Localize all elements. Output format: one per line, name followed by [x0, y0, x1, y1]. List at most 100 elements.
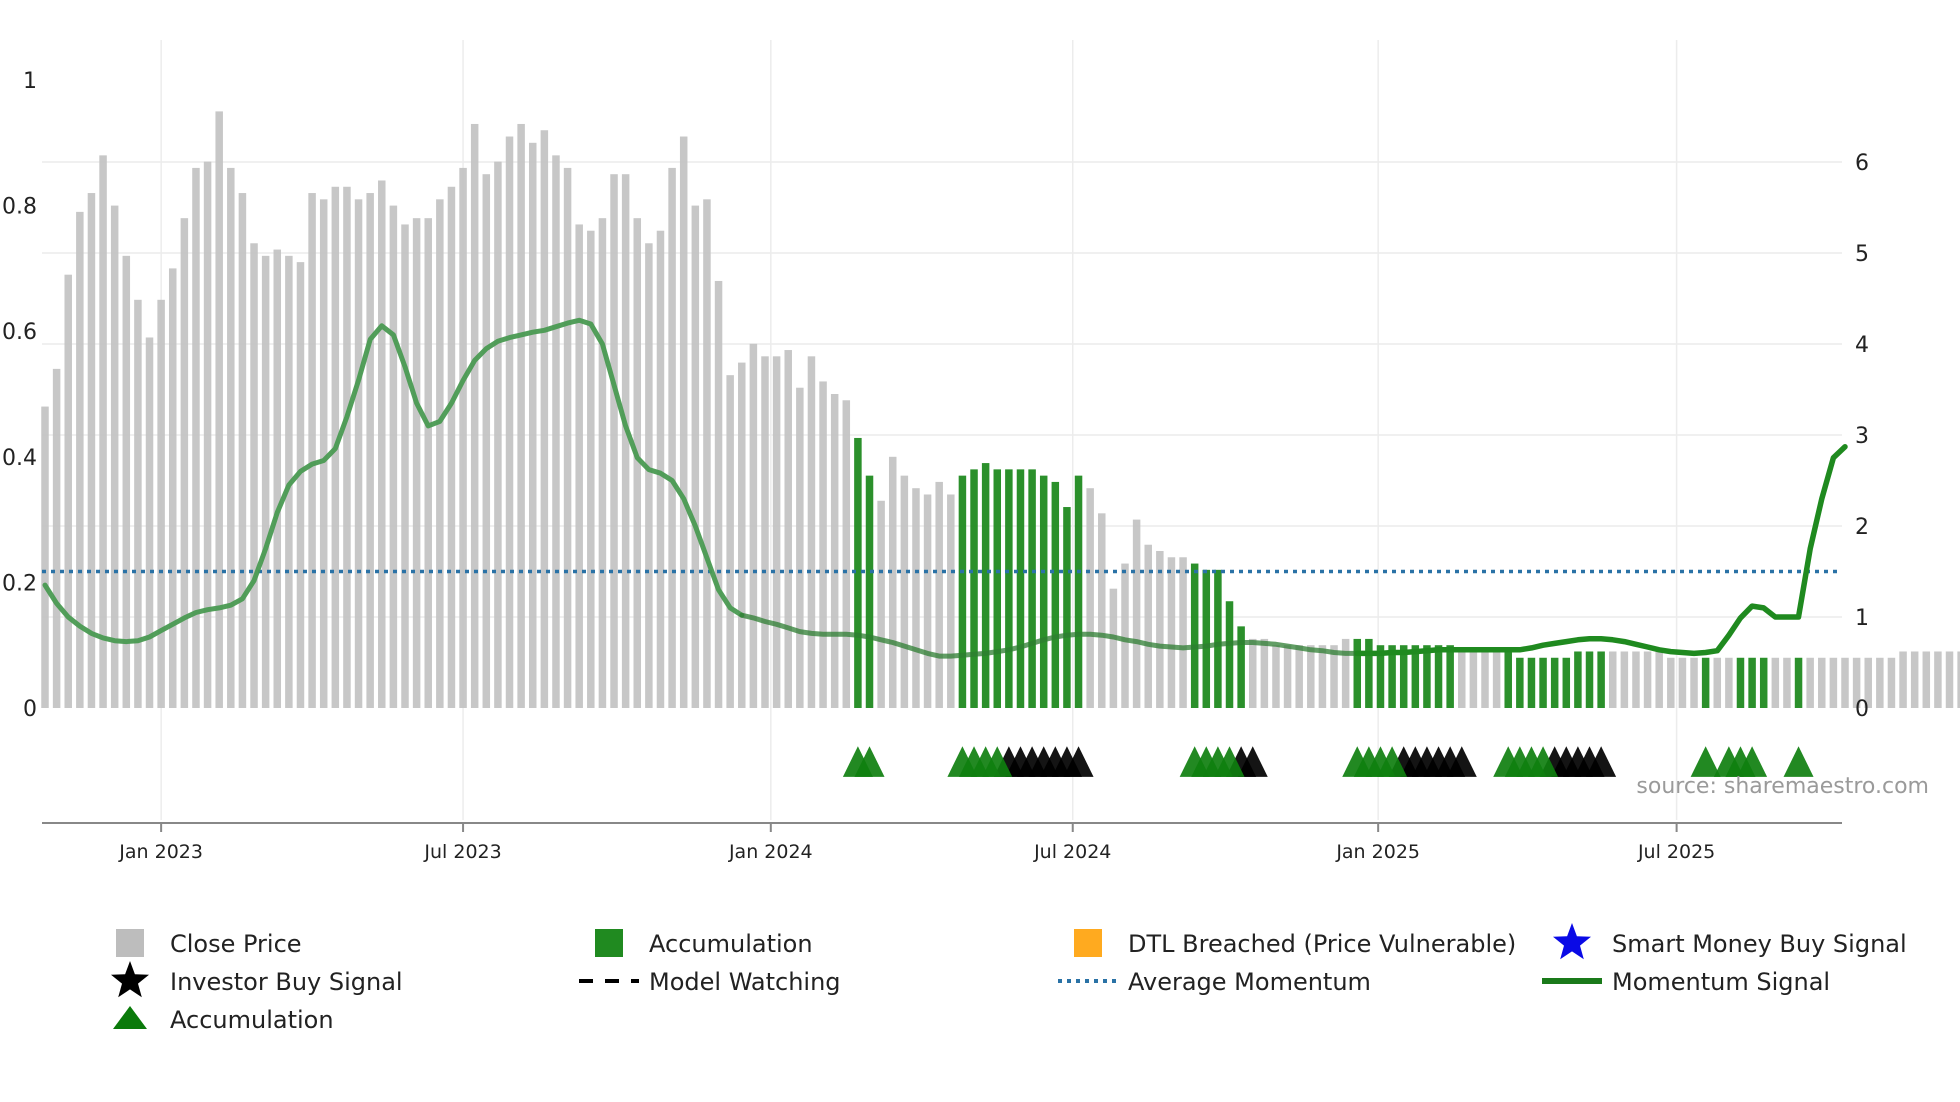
legend-label-investor-buy-signal: Investor Buy Signal	[170, 968, 403, 996]
close-price-bar	[1307, 645, 1315, 708]
right-tick-label: 0	[1855, 697, 1869, 722]
close-price-bar	[52, 368, 61, 708]
close-price-bar	[1098, 513, 1106, 708]
legend-swatch-accumulation	[595, 929, 623, 957]
close-price-bar	[1667, 657, 1675, 708]
legend: Close Price Accumulation DTL Breached (Pri…	[111, 923, 1907, 1034]
x-tick-label: Jan 2025	[1335, 841, 1420, 863]
accumulation-bar	[1202, 569, 1211, 708]
x-tick-label: Jan 2024	[728, 841, 813, 863]
accumulation-bar	[1074, 475, 1083, 708]
x-tick-label: Jan 2023	[118, 841, 203, 863]
legend-swatch-dtl-breached-price-vulnerable	[1074, 929, 1102, 957]
close-price-bar	[1887, 657, 1896, 708]
close-price-bar	[830, 394, 839, 708]
momentum-signal-line	[739, 612, 1360, 659]
accumulation-bar	[1736, 657, 1745, 708]
accumulation-bar	[1214, 569, 1222, 708]
close-price-bar	[1132, 519, 1141, 708]
close-price-bar	[679, 136, 688, 708]
close-price-bar	[41, 406, 49, 708]
accumulation-bar	[1539, 657, 1547, 708]
accumulation-marker	[982, 746, 1013, 777]
close-price-bar	[261, 255, 270, 708]
close-price-bar	[784, 350, 792, 708]
close-price-bar	[110, 205, 119, 708]
close-price-bar	[1864, 657, 1872, 708]
close-price-bar	[168, 268, 177, 708]
close-price-bar	[447, 186, 456, 708]
accumulation-bar	[993, 469, 1002, 708]
accumulation-bar	[865, 475, 874, 708]
close-price-bar	[888, 456, 897, 708]
close-price-bar	[1678, 657, 1687, 708]
close-price-bar	[796, 387, 804, 708]
close-price-bar	[587, 230, 595, 708]
close-price-bar	[1469, 651, 1478, 708]
close-price-bar	[1643, 651, 1652, 708]
right-tick-label: 5	[1855, 242, 1869, 267]
close-price-bar	[1690, 657, 1698, 708]
close-price-bar	[633, 218, 642, 708]
accumulation-bar	[1063, 507, 1071, 708]
close-price-bar	[610, 174, 618, 708]
accumulation-bar	[1028, 469, 1036, 708]
close-price-bar	[1458, 651, 1466, 708]
close-price-bar	[1829, 657, 1838, 708]
legend-label-smart-money-buy-signal: Smart Money Buy Signal	[1612, 930, 1907, 958]
close-price-bar	[122, 255, 131, 708]
accumulation-bar	[1527, 657, 1536, 708]
close-price-bar	[1330, 645, 1338, 708]
left-tick-label: 1	[23, 69, 37, 94]
accumulation-bar	[1423, 645, 1431, 708]
close-price-bar	[1295, 645, 1303, 708]
left-tick-label: 0.6	[2, 320, 37, 345]
close-price-bar	[726, 375, 734, 708]
close-price-bar	[668, 167, 676, 709]
close-price-bar	[819, 381, 827, 708]
close-price-bar	[354, 199, 363, 708]
accumulation-bar	[958, 475, 967, 708]
close-price-bar	[772, 356, 781, 708]
close-price-bar	[1492, 651, 1501, 708]
close-price-bar	[528, 142, 537, 709]
accumulation-bar	[1190, 563, 1199, 708]
close-price-bar	[203, 161, 212, 708]
legend-label-close-price: Close Price	[170, 930, 302, 958]
legend-label-momentum-signal: Momentum Signal	[1612, 968, 1830, 996]
close-price-bar	[64, 274, 72, 708]
investor-buy-marker	[1237, 746, 1268, 777]
close-price-bar	[1876, 657, 1884, 708]
close-price-bar	[645, 243, 653, 708]
accumulation-bar	[1434, 645, 1443, 708]
close-price-bar	[912, 488, 920, 708]
close-price-bar	[389, 205, 398, 708]
close-price-bar	[877, 500, 885, 708]
accumulation-bar	[1005, 469, 1013, 708]
close-price-bar	[947, 494, 955, 708]
legend-star-investor-buy-signal	[111, 961, 149, 998]
close-price-bar	[1608, 651, 1617, 708]
accumulation-marker	[1528, 746, 1559, 777]
accumulation-bar	[1411, 645, 1420, 708]
close-price-bar	[1167, 557, 1176, 708]
accumulation-marker	[1377, 746, 1408, 777]
accumulation-bar	[1376, 645, 1385, 708]
close-price-bar	[749, 343, 758, 708]
accumulation-bar	[1759, 657, 1768, 708]
close-price-bar	[424, 218, 432, 708]
x-tick-label: Jul 2025	[1637, 841, 1715, 863]
investor-buy-marker	[1446, 746, 1477, 777]
close-price-bar	[180, 218, 189, 708]
close-price-bar	[76, 211, 84, 708]
accumulation-bar	[981, 463, 990, 708]
close-price-bar	[412, 218, 421, 708]
legend-label-model-watching: Model Watching	[649, 968, 841, 996]
close-price-bar	[552, 155, 560, 709]
close-price-bar	[1771, 657, 1780, 708]
accumulation-bar	[1794, 657, 1803, 708]
close-price-bar	[238, 193, 247, 709]
close-price-bar	[1841, 657, 1849, 708]
accumulation-bar	[970, 469, 978, 708]
